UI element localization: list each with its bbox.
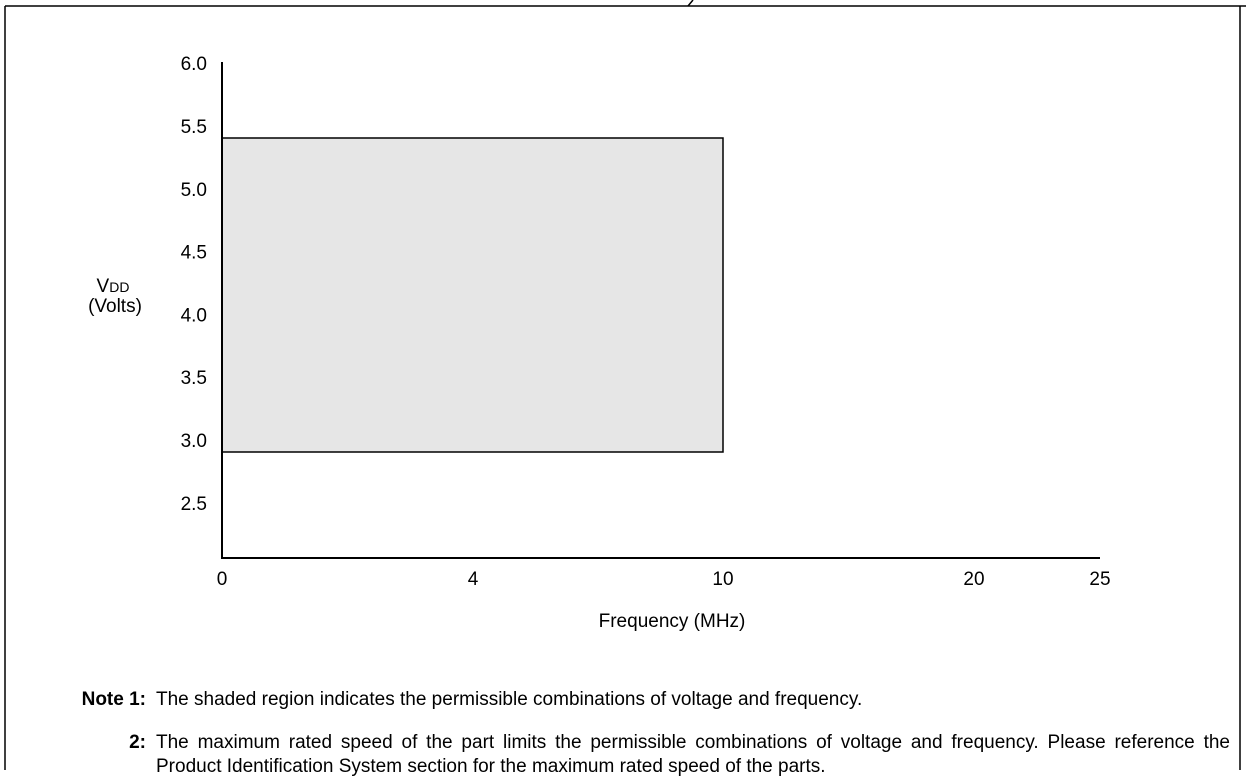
plot-area: 2.5 3.0 3.5 4.0 4.5 5.0 5.5 6.0 0 4 10 20 25 — [181, 54, 1111, 590]
x-tick-labels: 0 4 10 20 25 — [217, 569, 1111, 590]
y-tick-label: 3.0 — [181, 431, 207, 452]
note-1-number: Note 1: — [81, 689, 146, 710]
y-tick-labels: 2.5 3.0 3.5 4.0 4.5 5.0 5.5 6.0 — [181, 54, 207, 515]
y-axis-title-unit: (Volts) — [88, 296, 142, 317]
y-tick-label: 4.0 — [181, 305, 207, 326]
x-tick-label: 20 — [963, 569, 984, 590]
frame-top-mark — [687, 0, 694, 7]
note-2-text: The maximum rated speed of the part limi… — [156, 732, 1230, 777]
shaded-region — [221, 137, 724, 453]
y-tick-label: 4.5 — [181, 243, 207, 264]
y-tick-label: 3.5 — [181, 368, 207, 389]
note-1-text: The shaded region indicates the permissi… — [156, 689, 863, 710]
x-axis-title: Frequency (MHz) — [599, 611, 746, 632]
y-axis-title: VDD — [97, 276, 130, 297]
y-axis-title-sub: DD — [109, 279, 129, 295]
note-1: Note 1: The shaded region indicates the … — [50, 688, 1230, 712]
x-tick-label: 0 — [217, 569, 228, 590]
note-2-number: 2: — [129, 732, 146, 753]
note-2: 2: The maximum rated speed of the part l… — [50, 731, 1230, 779]
x-tick-label: 25 — [1089, 569, 1110, 590]
x-tick-label: 10 — [712, 569, 733, 590]
x-tick-label: 4 — [468, 569, 479, 590]
y-tick-label: 2.5 — [181, 494, 207, 515]
y-axis-title-main: V — [97, 276, 110, 297]
y-tick-label: 5.5 — [181, 117, 207, 138]
notes: Note 1: The shaded region indicates the … — [50, 688, 1230, 779]
y-tick-label: 5.0 — [181, 180, 207, 201]
y-tick-label: 6.0 — [181, 54, 207, 75]
